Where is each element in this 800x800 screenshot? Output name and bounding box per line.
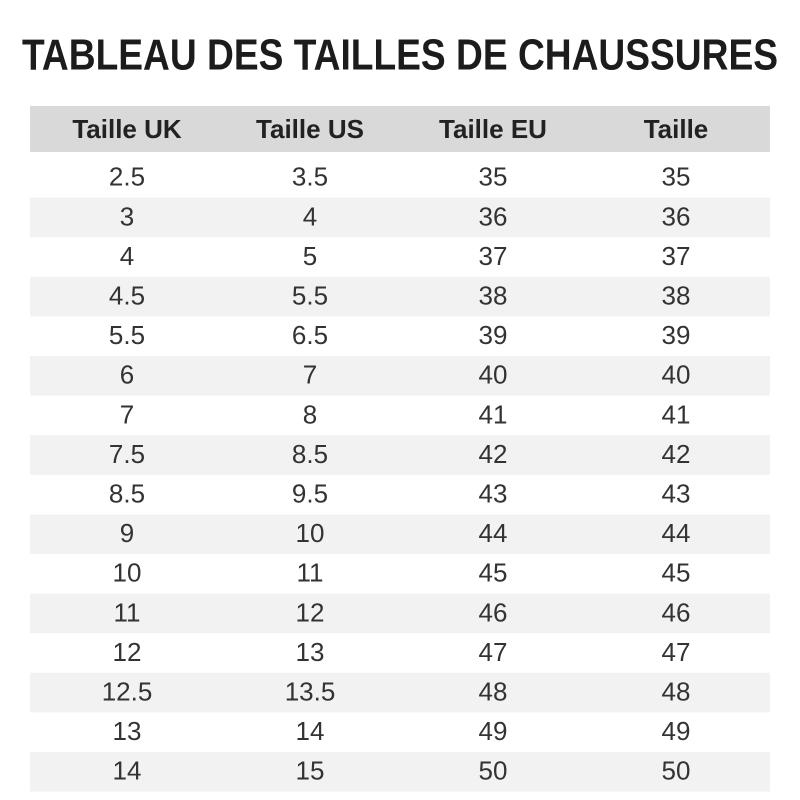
cell: 11	[114, 597, 141, 627]
cell: 4	[303, 201, 317, 231]
cell: 45	[479, 558, 508, 588]
column-header: Taille US	[256, 114, 364, 144]
title: TABLEAU DES TAILLES DE CHAUSSURES	[22, 31, 778, 80]
cell: 40	[479, 360, 508, 390]
cell: 38	[479, 280, 508, 310]
cell: 6	[120, 360, 134, 390]
cell: 9	[120, 518, 134, 548]
cell: 42	[662, 439, 691, 469]
cell: 14	[113, 756, 142, 786]
cell: 49	[662, 716, 691, 746]
cell: 14	[296, 716, 325, 746]
cell: 12	[296, 597, 325, 627]
cell: 5.5	[109, 320, 145, 350]
column-header: Taille EU	[439, 114, 547, 144]
row-band	[30, 593, 770, 634]
cell: 38	[662, 280, 691, 310]
cell: 46	[662, 597, 691, 627]
cell: 46	[479, 597, 508, 627]
cell: 43	[479, 478, 508, 508]
cell: 12.5	[102, 676, 153, 706]
cell: 8	[303, 399, 317, 429]
cell: 8.5	[292, 439, 328, 469]
cell: 36	[479, 201, 508, 231]
cell: 50	[479, 756, 508, 786]
cell: 2.5	[109, 162, 145, 192]
column-header: Taille UK	[72, 114, 182, 144]
cell: 3.5	[292, 162, 328, 192]
cell: 8.5	[109, 478, 145, 508]
cell: 39	[479, 320, 508, 350]
row-band	[30, 672, 770, 713]
cell: 11	[297, 558, 324, 588]
cell: 47	[662, 637, 691, 667]
cell: 39	[662, 320, 691, 350]
cell: 5	[303, 241, 317, 271]
cell: 3	[120, 201, 134, 231]
row-band	[30, 356, 770, 396]
cell: 35	[479, 162, 508, 192]
row-band	[30, 514, 770, 554]
cell: 50	[662, 756, 691, 786]
cell: 41	[479, 399, 508, 429]
cell: 13	[296, 637, 325, 667]
cell: 9.5	[292, 478, 328, 508]
cell: 7	[303, 360, 317, 390]
header-band	[30, 106, 770, 152]
cell: 10	[296, 518, 325, 548]
cell: 4	[120, 241, 134, 271]
cell: 45	[662, 558, 691, 588]
cell: 37	[662, 241, 691, 271]
row-band	[30, 435, 770, 475]
cell: 13	[113, 716, 142, 746]
cell: 44	[479, 518, 508, 548]
cell: 43	[662, 478, 691, 508]
cell: 5.5	[292, 280, 328, 310]
row-band	[30, 197, 770, 238]
column-header: Taille	[644, 114, 709, 144]
row-band	[30, 752, 770, 792]
cell: 6.5	[292, 320, 328, 350]
cell: 49	[479, 716, 508, 746]
cell: 15	[296, 756, 325, 786]
row-band	[30, 276, 770, 317]
cell: 41	[662, 399, 691, 429]
cell: 48	[479, 676, 508, 706]
cell: 37	[479, 241, 508, 271]
cell: 35	[662, 162, 691, 192]
cell: 44	[662, 518, 691, 548]
cell: 36	[662, 201, 691, 231]
cell: 4.5	[109, 280, 145, 310]
cell: 12	[113, 637, 142, 667]
cell: 13.5	[285, 676, 336, 706]
cell: 40	[662, 360, 691, 390]
cell: 42	[479, 439, 508, 469]
cell: 7.5	[109, 439, 145, 469]
cell: 48	[662, 676, 691, 706]
cell: 7	[120, 399, 134, 429]
cell: 47	[479, 637, 508, 667]
cell: 10	[113, 558, 142, 588]
